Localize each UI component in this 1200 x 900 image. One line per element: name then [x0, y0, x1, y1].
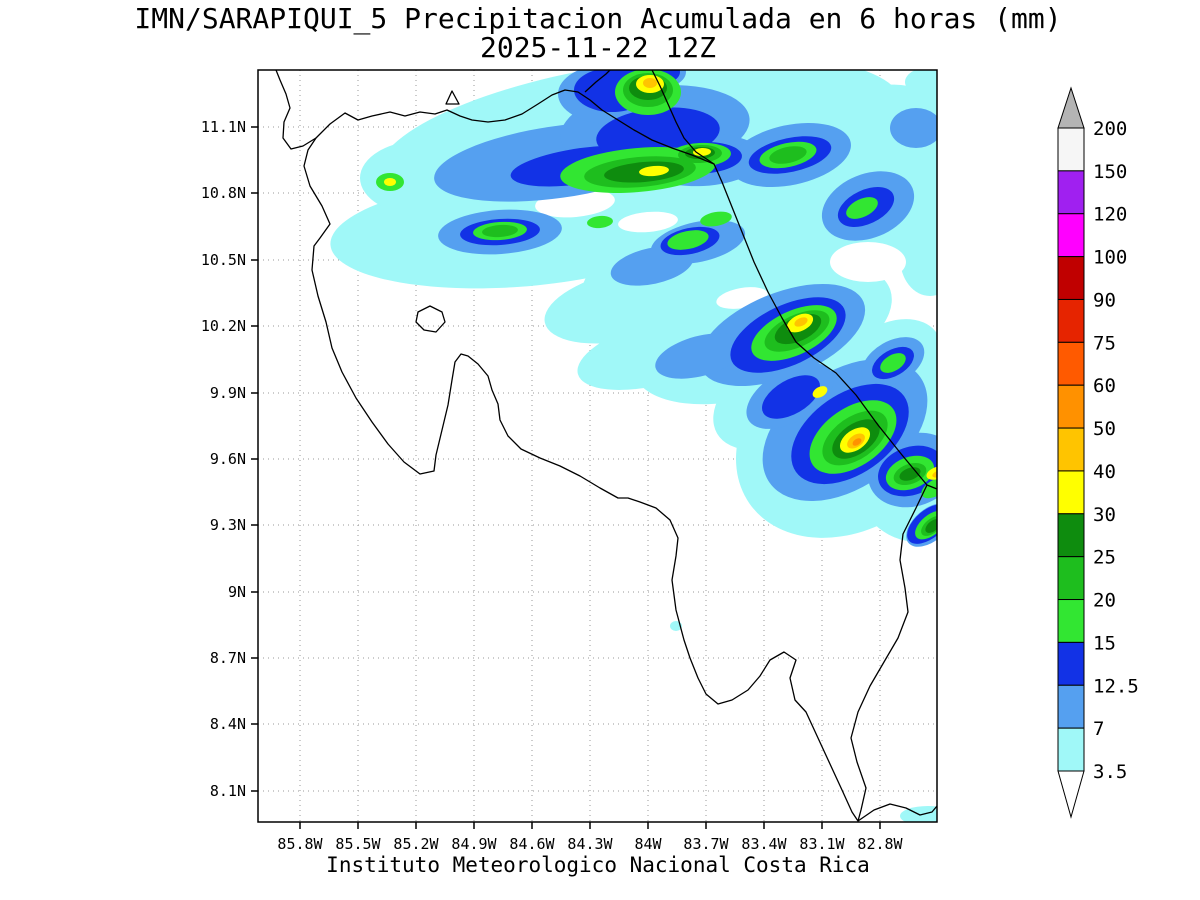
colorbar-label: 20: [1093, 590, 1116, 612]
precip-patch-level-hole: [618, 211, 678, 233]
precip-patch-level-20: [482, 224, 518, 238]
colorbar-label: 200: [1093, 118, 1127, 140]
precip-patch-level-15: [587, 215, 613, 229]
coastline-path: [926, 484, 937, 490]
lat-tick-label: 8.4N: [210, 715, 246, 733]
lon-tick-label: 85.2W: [393, 835, 439, 853]
colorbar-label: 15: [1093, 632, 1116, 654]
colorbar-segment: [1057, 727, 1085, 772]
precip-patch-level-7: [890, 108, 937, 148]
colorbar-label: 50: [1093, 418, 1116, 440]
precip-patch-level-15: [880, 353, 906, 373]
precip-patch-level-30: [926, 466, 937, 480]
colorbar-labels: 200 150 120 100 90 75 60 50 40 30 25 20 15 12.5 7 3.5: [1093, 118, 1139, 783]
colorbar-segment: [1057, 641, 1085, 686]
colorbar-segment: [1057, 599, 1085, 643]
lat-tick-label: 9.3N: [210, 516, 246, 534]
colorbar-segment: [1057, 427, 1085, 472]
colorbar-segment: [1057, 127, 1085, 172]
precip-patch-level-15: [667, 230, 709, 250]
lon-tick-label: 84W: [634, 835, 662, 853]
colorbar-segment: [1057, 556, 1085, 601]
coastline-path: [584, 70, 611, 93]
colorbar-label: 12.5: [1093, 675, 1139, 697]
colorbar-segment: [1057, 213, 1085, 258]
map-title: IMN/SARAPIQUI_5 Precipitacion Acumulada …: [134, 2, 1061, 36]
lat-tick-label: 11.1N: [201, 118, 246, 136]
precip-patch-level-20: [769, 146, 807, 164]
precip-patch-level-7: [655, 333, 745, 379]
map-frame: [257, 69, 938, 823]
precip-patch-level-40: [932, 470, 937, 478]
lon-tick-label: 85.5W: [335, 835, 381, 853]
lon-tick-label: 84.9W: [451, 835, 497, 853]
coastline-path: [275, 70, 317, 150]
lon-tick-label: 83.4W: [741, 835, 787, 853]
colorbar-segment: [1057, 341, 1085, 386]
precip-patch-level-50: [852, 438, 862, 446]
precip-patch-level-12.5: [762, 375, 820, 419]
lon-tick-label: 82.8W: [857, 835, 903, 853]
colorbar-label: 60: [1093, 375, 1116, 397]
lon-tick-label: 84.3W: [567, 835, 613, 853]
axis-tick-marks: [251, 126, 881, 829]
colorbar-label: 100: [1093, 247, 1127, 269]
lat-tick-label: 10.8N: [201, 184, 246, 202]
colorbar-arrow-top: [1057, 86, 1085, 129]
colorbar-label: 3.5: [1093, 761, 1127, 783]
precip-patch-level-3.5: [905, 70, 937, 98]
colorbar-label: 40: [1093, 461, 1116, 483]
coastline-path: [445, 90, 460, 105]
colorbar-segment: [1057, 298, 1085, 343]
precip-patch-level-15: [846, 197, 878, 219]
precip-patch-level-30: [812, 386, 828, 398]
precip-patch-level-hole: [830, 242, 906, 282]
colorbar-label: 120: [1093, 204, 1127, 226]
lat-tick-label: 8.1N: [210, 782, 246, 800]
precipitation-shading: [330, 70, 937, 822]
precip-patch-level-3.5: [900, 220, 937, 296]
precip-patch-level-30: [693, 147, 711, 157]
caption-institute: Instituto Meteorologico Nacional Costa R…: [326, 853, 870, 877]
axis-labels: 85.8W 85.5W 85.2W 84.9W 84.6W 84.3W 84W 83.7W 83…: [201, 118, 904, 853]
colorbar-segment: [1057, 256, 1085, 300]
lon-tick-label: 83.7W: [683, 835, 729, 853]
precip-patch-level-40: [643, 78, 657, 88]
coastline-path: [303, 89, 928, 822]
lat-tick-label: 9.9N: [210, 384, 246, 402]
colorbar-label: 90: [1093, 289, 1116, 311]
coastline-path: [651, 70, 715, 165]
precip-patch-level-30: [384, 178, 396, 186]
colorbar: [1057, 86, 1085, 819]
colorbar-label: 7: [1093, 718, 1104, 740]
precip-patch-level-7: [610, 246, 694, 286]
colorbar-label: 150: [1093, 161, 1127, 183]
colorbar-segment: [1057, 684, 1085, 729]
lon-tick-label: 83.1W: [799, 835, 845, 853]
colorbar-label: 75: [1093, 332, 1116, 354]
colorbar-segment: [1057, 470, 1085, 515]
lon-tick-label: 84.6W: [509, 835, 555, 853]
precip-patch-level-40: [794, 317, 808, 327]
precip-patch-level-30: [639, 165, 669, 177]
lon-tick-label: 85.8W: [277, 835, 323, 853]
lat-tick-label: 10.2N: [201, 317, 246, 335]
lat-tick-label: 10.5N: [201, 251, 246, 269]
precip-patch-level-15: [700, 211, 732, 227]
colorbar-segment: [1057, 513, 1085, 558]
colorbar-segment: [1057, 170, 1085, 215]
lat-tick-label: 9.6N: [210, 450, 246, 468]
lat-tick-label: 8.7N: [210, 649, 246, 667]
coastline-path: [857, 803, 937, 822]
lat-tick-label: 9N: [228, 583, 246, 601]
coastline-path: [415, 305, 446, 333]
colorbar-label: 30: [1093, 504, 1116, 526]
colorbar-segment: [1057, 384, 1085, 429]
colorbar-arrow-bottom: [1057, 770, 1085, 819]
coastlines: [275, 70, 937, 822]
map-subtitle-datetime: 2025-11-22 12Z: [480, 31, 716, 64]
colorbar-label: 25: [1093, 547, 1116, 569]
